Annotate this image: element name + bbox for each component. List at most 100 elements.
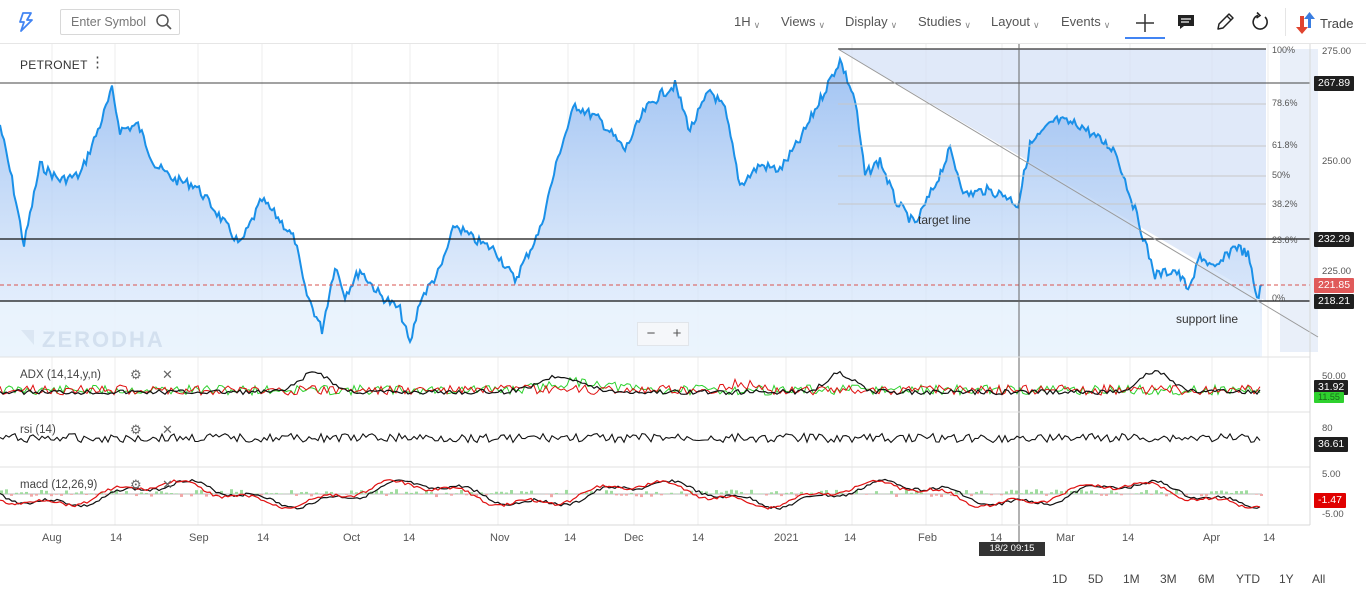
bolt-logo-icon[interactable] xyxy=(14,10,38,34)
studies-menu[interactable]: Studies ∨ xyxy=(918,14,971,30)
macd-histogram-bar xyxy=(295,494,298,496)
macd-histogram-bar xyxy=(890,490,893,494)
display-label: Display xyxy=(845,14,888,29)
macd-histogram-bar xyxy=(825,490,828,494)
macd-histogram-bar xyxy=(30,494,33,497)
macd-histogram-bar xyxy=(375,490,378,494)
macd-settings-gear-icon[interactable]: ⚙ xyxy=(130,477,142,492)
symbol-label: PETRONET xyxy=(20,58,88,72)
interval-menu[interactable]: 1H ∨ xyxy=(734,14,760,30)
macd-histogram-bar xyxy=(190,494,193,497)
macd-histogram-bar xyxy=(35,494,38,496)
upper-line-price-tag: 267.89 xyxy=(1314,76,1355,91)
macd-histogram-bar xyxy=(165,492,168,494)
reset-icon[interactable] xyxy=(1249,11,1271,33)
layout-menu[interactable]: Layout ∨ xyxy=(991,14,1040,30)
zoom-out-button[interactable]: − xyxy=(646,325,656,342)
macd-histogram-bar xyxy=(630,492,633,494)
range-5d-button[interactable]: 5D xyxy=(1088,572,1104,586)
toolbar-divider xyxy=(1285,8,1286,36)
macd-histogram-bar xyxy=(215,494,218,496)
trendline[interactable] xyxy=(837,48,1319,338)
rsi-close-icon[interactable]: ✕ xyxy=(162,422,173,437)
trade-button[interactable]: Trade xyxy=(1320,16,1354,31)
macd-histogram-bar xyxy=(990,494,993,496)
zoom-in-button[interactable]: + xyxy=(672,325,682,342)
macd-histogram-bar xyxy=(800,491,803,494)
macd-histogram-bar xyxy=(200,490,203,494)
macd-histogram-bar xyxy=(155,491,158,494)
macd-histogram-bar xyxy=(730,489,733,494)
macd-histogram-bar xyxy=(490,493,493,494)
macd-histogram-bar xyxy=(835,489,838,494)
macd-histogram-bar xyxy=(55,494,58,495)
macd-value-tag: -1.47 xyxy=(1314,493,1346,508)
macd-close-icon[interactable]: ✕ xyxy=(162,477,173,492)
macd-histogram-bar xyxy=(510,490,513,494)
macd-histogram-bar xyxy=(1070,491,1073,494)
chevron-down-icon: ∨ xyxy=(1103,20,1111,30)
views-menu[interactable]: Views ∨ xyxy=(781,14,825,30)
macd-histogram-bar xyxy=(395,489,398,494)
studies-label: Studies xyxy=(918,14,962,29)
macd-histogram-bar xyxy=(150,494,153,497)
macd-histogram-bar xyxy=(115,489,118,494)
macd-histogram-bar xyxy=(500,491,503,494)
symbol-search-input[interactable] xyxy=(61,10,151,34)
macd-histogram-bar xyxy=(795,494,798,497)
price-axis-label: 275.00 xyxy=(1322,46,1352,57)
macd-histogram-bar xyxy=(1225,491,1228,494)
range-6m-button[interactable]: 6M xyxy=(1198,572,1215,586)
macd-histogram-bar xyxy=(80,491,83,494)
macd-histogram-bar xyxy=(1080,489,1083,494)
more-options-icon[interactable]: ⋮ xyxy=(90,54,105,71)
macd-histogram-bar xyxy=(1030,491,1033,494)
pencil-icon[interactable] xyxy=(1214,11,1236,33)
macd-histogram-bar xyxy=(590,491,593,494)
macd-histogram-bar xyxy=(305,491,308,494)
macd-histogram-bar xyxy=(275,492,278,494)
crosshair-icon xyxy=(1136,14,1154,32)
macd-histogram-bar xyxy=(5,489,8,494)
macd-histogram-bar xyxy=(410,492,413,494)
macd-histogram-bar xyxy=(985,493,988,494)
macd-histogram-bar xyxy=(265,492,268,494)
watermark-logo-icon xyxy=(21,330,34,345)
macd-histogram-bar xyxy=(1165,494,1168,497)
macd-histogram-bar xyxy=(530,490,533,494)
range-all-button[interactable]: All xyxy=(1312,572,1326,586)
range-1d-button[interactable]: 1D xyxy=(1052,572,1068,586)
macd-histogram-bar xyxy=(605,490,608,494)
macd-histogram-bar xyxy=(1025,489,1028,494)
macd-histogram-bar xyxy=(1145,490,1148,494)
range-1m-button[interactable]: 1M xyxy=(1123,572,1140,586)
range-3m-button[interactable]: 3M xyxy=(1160,572,1177,586)
macd-histogram-bar xyxy=(645,491,648,494)
macd-histogram-bar xyxy=(810,492,813,494)
macd-histogram-bar xyxy=(1050,492,1053,494)
macd-histogram-bar xyxy=(390,491,393,494)
adx-study-label: ADX (14,14,y,n) xyxy=(20,369,101,381)
range-1y-button[interactable]: 1Y xyxy=(1279,572,1294,586)
rsi-settings-gear-icon[interactable]: ⚙ xyxy=(130,422,142,437)
adx-settings-gear-icon[interactable]: ⚙ xyxy=(130,367,142,382)
macd-histogram-bar xyxy=(435,494,438,498)
macd-histogram-bar xyxy=(750,489,753,494)
display-menu[interactable]: Display ∨ xyxy=(845,14,897,30)
crosshair-tool-button[interactable] xyxy=(1125,10,1165,39)
range-ytd-button[interactable]: YTD xyxy=(1236,572,1260,586)
chat-icon[interactable] xyxy=(1175,11,1197,33)
search-icon[interactable] xyxy=(155,13,173,31)
date-axis-label: Dec xyxy=(624,532,644,544)
macd-histogram-bar xyxy=(720,492,723,494)
adx-close-icon[interactable]: ✕ xyxy=(162,367,173,382)
macd-histogram-bar xyxy=(485,494,488,496)
current-price-tag: 221.85 xyxy=(1314,278,1355,293)
views-label: Views xyxy=(781,14,816,29)
date-axis-label: Feb xyxy=(918,532,937,544)
events-menu[interactable]: Events ∨ xyxy=(1061,14,1111,30)
macd-histogram-bar xyxy=(220,490,223,494)
macd-histogram-bar xyxy=(705,491,708,494)
fib-level-label: 50% xyxy=(1272,170,1291,180)
